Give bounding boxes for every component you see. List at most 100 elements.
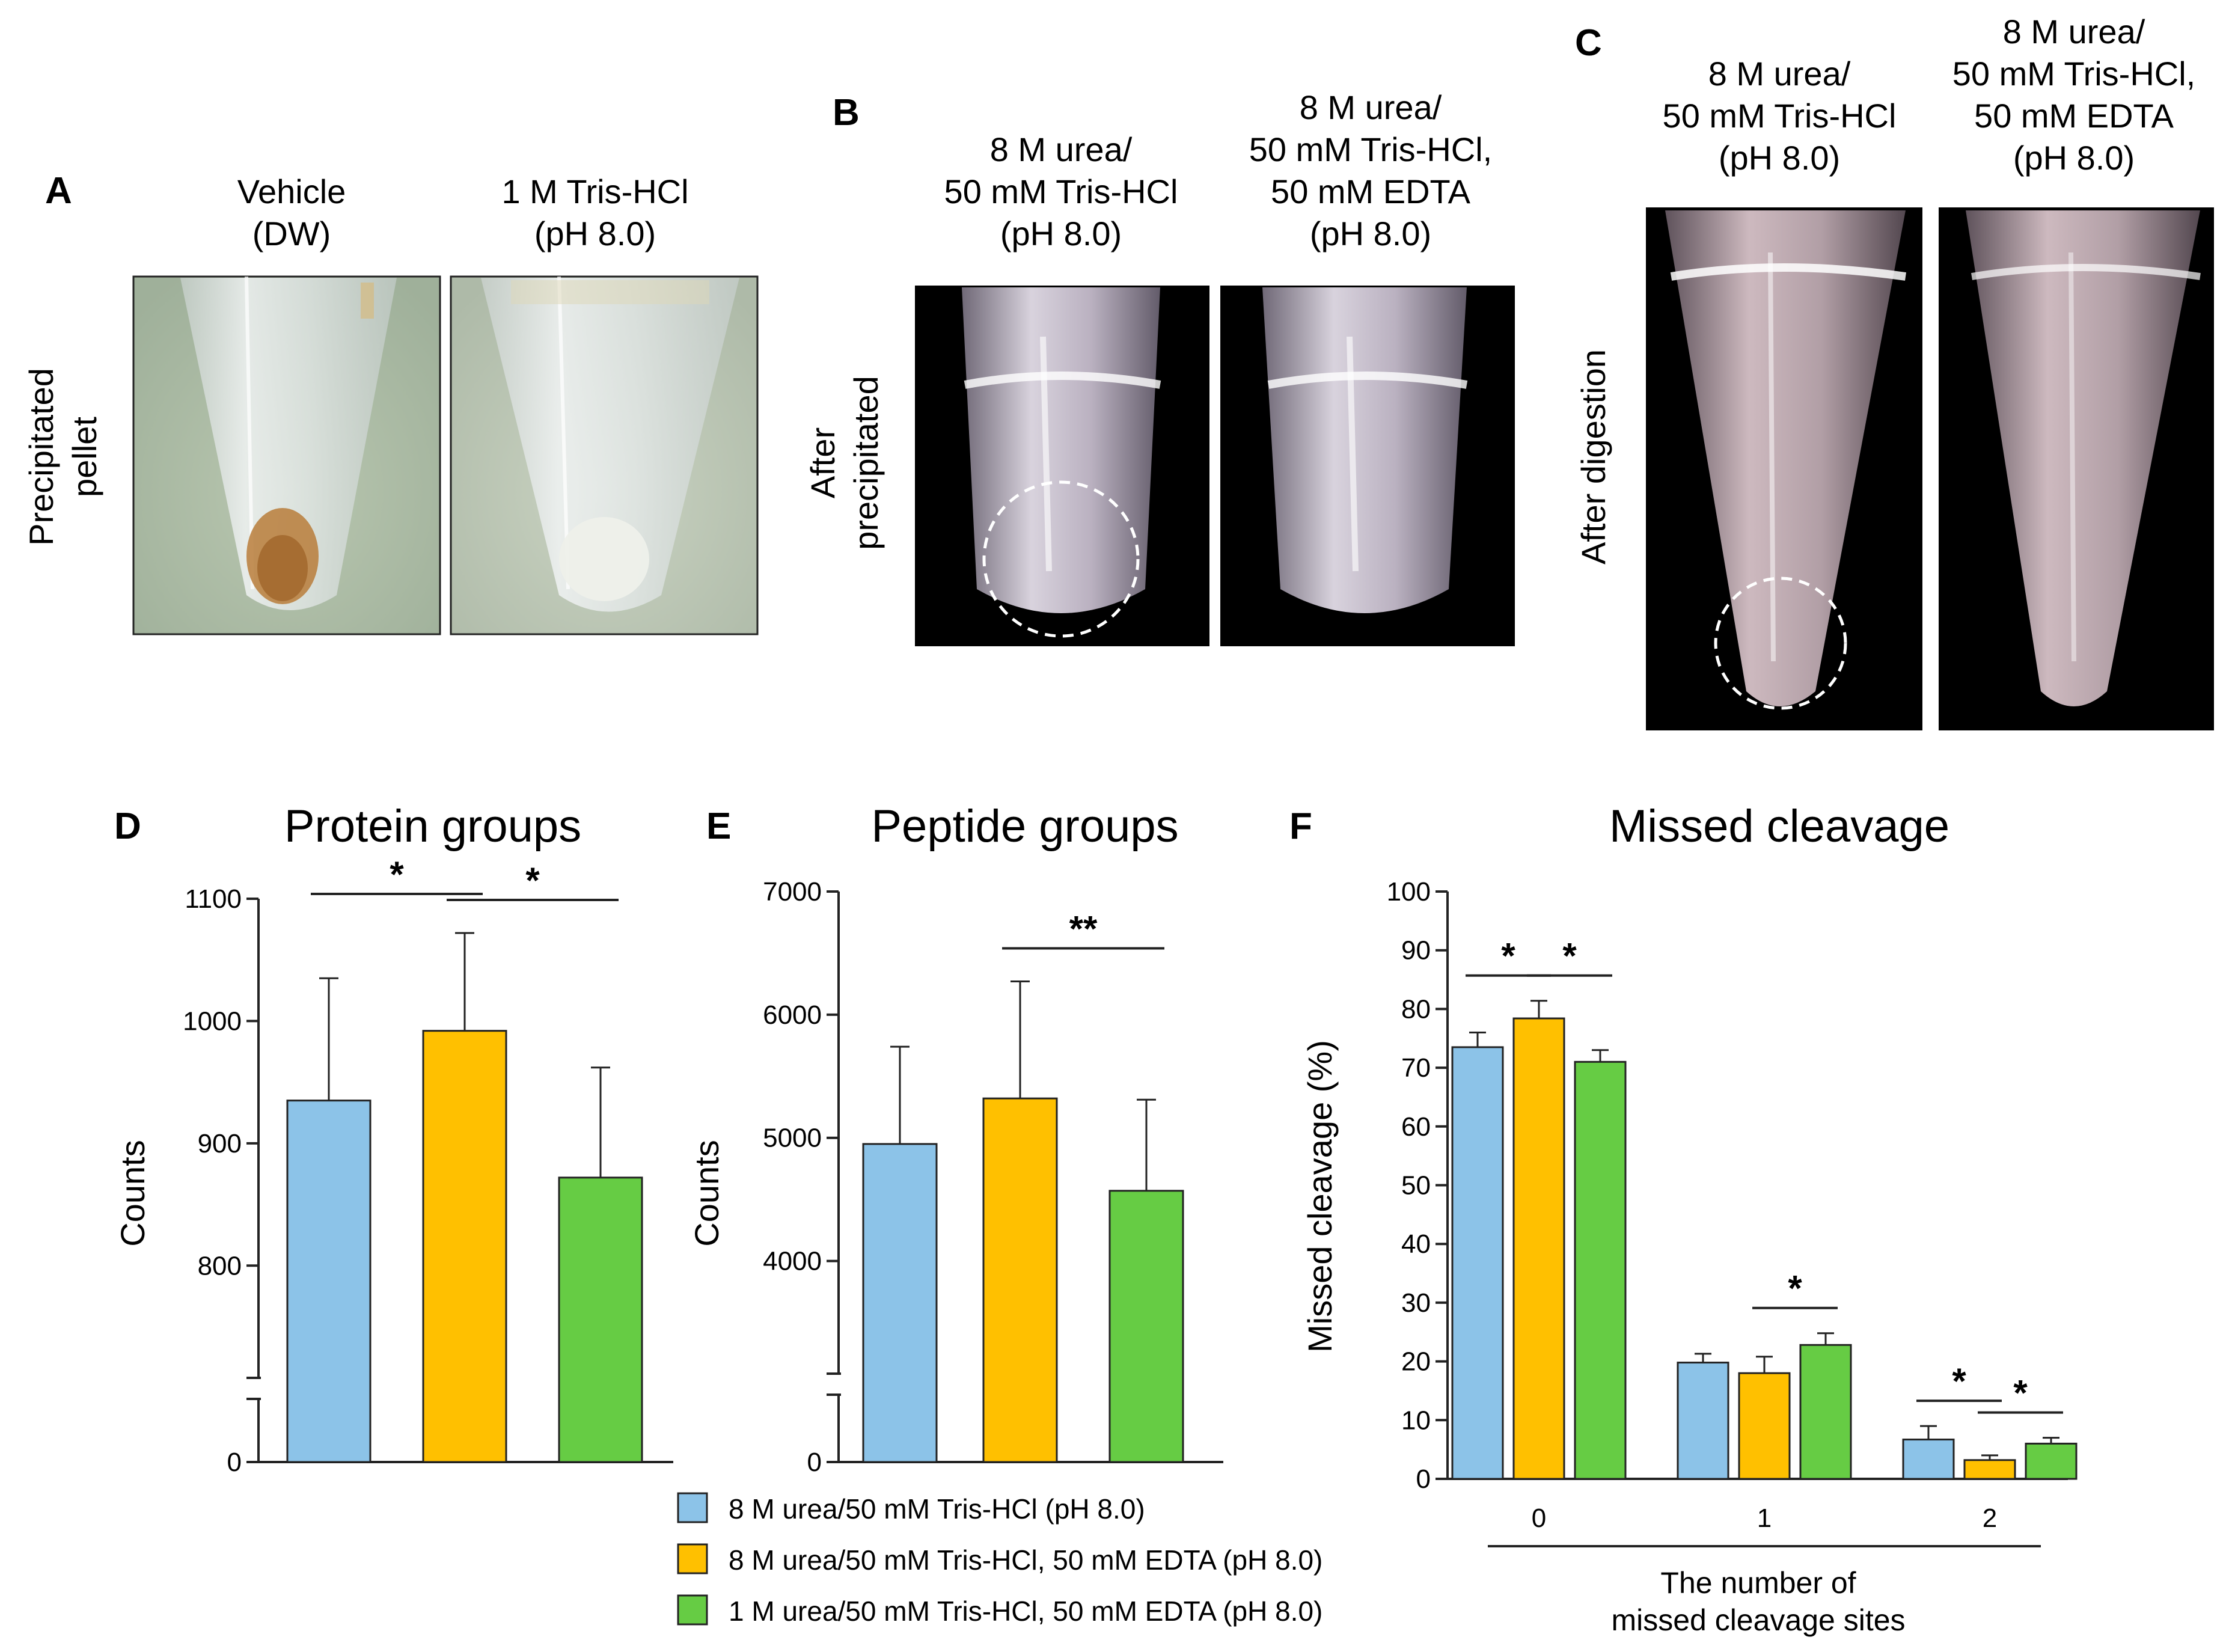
chart-title-f: Missed cleavage xyxy=(1609,801,1949,852)
y-tick-label-f: 100 xyxy=(1387,877,1431,907)
condition-b-left-line3: (pH 8.0) xyxy=(1000,215,1122,252)
condition-a-left-line2: (DW) xyxy=(252,215,331,252)
bar-f-group0-series1 xyxy=(1512,1017,1565,1480)
y-tick-label-zero-d: 0 xyxy=(227,1448,242,1477)
condition-c-right-line4: (pH 8.0) xyxy=(2013,139,2135,177)
condition-b-right-line1: 8 M urea/ xyxy=(1300,88,1442,126)
y-tick-label-f: 60 xyxy=(1401,1112,1431,1142)
condition-c-right-line3: 50 mM EDTA xyxy=(1974,97,2174,135)
panel-b: B 8 M urea/ 50 mM Tris-HCl (pH 8.0) 8 M … xyxy=(804,88,1515,646)
y-tick-label-f: 50 xyxy=(1401,1171,1431,1201)
panel-letter-a: A xyxy=(45,170,72,212)
y-tick-label-e: 5000 xyxy=(763,1124,822,1153)
x-tick-label-f: 2 xyxy=(1983,1504,1997,1533)
y-tick-label-e: 7000 xyxy=(763,877,822,907)
bar-f-group0-series0 xyxy=(1451,1046,1504,1480)
y-axis-label-d: Counts xyxy=(114,1140,151,1246)
bar-d-2 xyxy=(558,1176,643,1463)
bar-f-group0-series2 xyxy=(1574,1060,1627,1480)
row-label-a-line2: pellet xyxy=(66,417,103,497)
photo-c-left xyxy=(1646,207,1922,730)
legend-swatch-2 xyxy=(677,1594,708,1626)
significance-star-f: * xyxy=(2013,1373,2028,1413)
y-tick-label-e: 6000 xyxy=(763,1000,822,1030)
legend-label-0: 8 M urea/50 mM Tris-HCl (pH 8.0) xyxy=(729,1493,1145,1525)
significance-star-f: * xyxy=(1501,936,1515,976)
chart-protein-groups: D Protein groups Counts 800 900 1000 1100 0 *… xyxy=(114,801,673,1477)
condition-b-right-line3: 50 mM EDTA xyxy=(1271,173,1471,210)
condition-b-left-line1: 8 M urea/ xyxy=(990,130,1133,168)
y-tick-label-d: 1000 xyxy=(183,1006,242,1036)
bar-e-0 xyxy=(862,1143,938,1463)
x-axis-label-f-line2: missed cleavage sites xyxy=(1611,1603,1905,1637)
bar-f-group2-series0 xyxy=(1902,1439,1955,1480)
y-tick-label-f: 80 xyxy=(1401,994,1431,1024)
condition-a-left-line1: Vehicle xyxy=(237,173,346,210)
y-tick-label-d: 800 xyxy=(198,1251,242,1280)
bar-f-group2-series1 xyxy=(1963,1459,2016,1480)
significance-star-d: * xyxy=(525,860,540,901)
panel-a: A Vehicle (DW) 1 M Tris-HCl (pH 8.0) Pre… xyxy=(22,170,759,635)
y-tick-label-f: 10 xyxy=(1401,1406,1431,1435)
legend: 8 M urea/50 mM Tris-HCl (pH 8.0) 8 M urea… xyxy=(677,1492,1322,1627)
y-axis-label-f: Missed cleavage (%) xyxy=(1301,1040,1339,1353)
x-tick-label-f: 1 xyxy=(1757,1504,1772,1533)
y-tick-label-f: 40 xyxy=(1401,1229,1431,1259)
condition-c-left-line3: (pH 8.0) xyxy=(1719,139,1840,177)
condition-c-right-line1: 8 M urea/ xyxy=(2003,13,2145,50)
condition-c-right-line2: 50 mM Tris-HCl, xyxy=(1952,55,2195,93)
photo-a-vehicle xyxy=(132,275,441,635)
significance-star-f: * xyxy=(1562,936,1577,976)
chart-peptide-groups: E Peptide groups Counts 4000 5000 6000 7000… xyxy=(688,801,1223,1477)
photo-a-tris xyxy=(450,275,759,635)
photo-c-right xyxy=(1939,207,2214,730)
y-tick-label-zero-e: 0 xyxy=(807,1448,822,1477)
y-tick-label-d: 900 xyxy=(198,1129,242,1158)
row-label-b-line2: precipitated xyxy=(847,376,885,550)
condition-b-right-line2: 50 mM Tris-HCl, xyxy=(1249,130,1492,168)
panel-c: C 8 M urea/ 50 mM Tris-HCl (pH 8.0) 8 M … xyxy=(1574,13,2214,730)
significance-star-e: ** xyxy=(1069,909,1098,949)
y-tick-label-f: 90 xyxy=(1401,936,1431,965)
bar-f-group2-series2 xyxy=(2025,1442,2078,1480)
x-tick-label-f: 0 xyxy=(1532,1504,1546,1533)
chart-missed-cleavage: F Missed cleavage Missed cleavage (%) Th… xyxy=(1289,801,2078,1637)
y-tick-label-f: 0 xyxy=(1416,1464,1431,1494)
panel-letter-d: D xyxy=(114,806,141,847)
panel-letter-c: C xyxy=(1575,22,1602,64)
bar-d-0 xyxy=(286,1100,372,1463)
condition-c-left-line2: 50 mM Tris-HCl xyxy=(1663,97,1897,135)
legend-label-2: 1 M urea/50 mM Tris-HCl, 50 mM EDTA (pH … xyxy=(729,1595,1322,1627)
bar-f-group1-series1 xyxy=(1738,1372,1791,1480)
photo-b-right xyxy=(1220,286,1515,646)
significance-star-f: * xyxy=(1788,1268,1802,1309)
row-label-a-line1: Precipitated xyxy=(22,368,60,546)
condition-a-right-line2: (pH 8.0) xyxy=(534,215,656,252)
y-tick-label-f: 20 xyxy=(1401,1347,1431,1377)
y-tick-label-d: 1100 xyxy=(185,884,242,914)
y-tick-label-f: 70 xyxy=(1401,1053,1431,1083)
chart-title-e: Peptide groups xyxy=(871,801,1178,852)
row-label-c: After digestion xyxy=(1574,349,1612,564)
condition-b-left-line2: 50 mM Tris-HCl xyxy=(944,173,1178,210)
y-tick-label-f: 30 xyxy=(1401,1288,1431,1318)
chart-title-d: Protein groups xyxy=(284,801,581,852)
bar-f-group1-series2 xyxy=(1799,1344,1852,1480)
legend-swatch-0 xyxy=(677,1492,708,1523)
y-axis-label-e: Counts xyxy=(688,1140,726,1246)
panel-letter-e: E xyxy=(706,806,731,847)
significance-star-f: * xyxy=(1952,1361,1966,1401)
panel-letter-f: F xyxy=(1289,806,1312,847)
x-axis-label-f-line1: The number of xyxy=(1660,1566,1856,1600)
condition-a-right-line1: 1 M Tris-HCl xyxy=(501,173,688,210)
panel-letter-b: B xyxy=(833,92,860,133)
condition-c-left-line1: 8 M urea/ xyxy=(1708,55,1851,93)
photo-b-left xyxy=(915,286,1209,646)
bar-e-2 xyxy=(1108,1190,1184,1463)
significance-star-d: * xyxy=(390,854,404,895)
y-tick-label-e: 4000 xyxy=(763,1247,822,1276)
legend-swatch-1 xyxy=(677,1543,708,1574)
bar-f-group1-series0 xyxy=(1677,1362,1729,1480)
bar-e-1 xyxy=(982,1097,1058,1463)
